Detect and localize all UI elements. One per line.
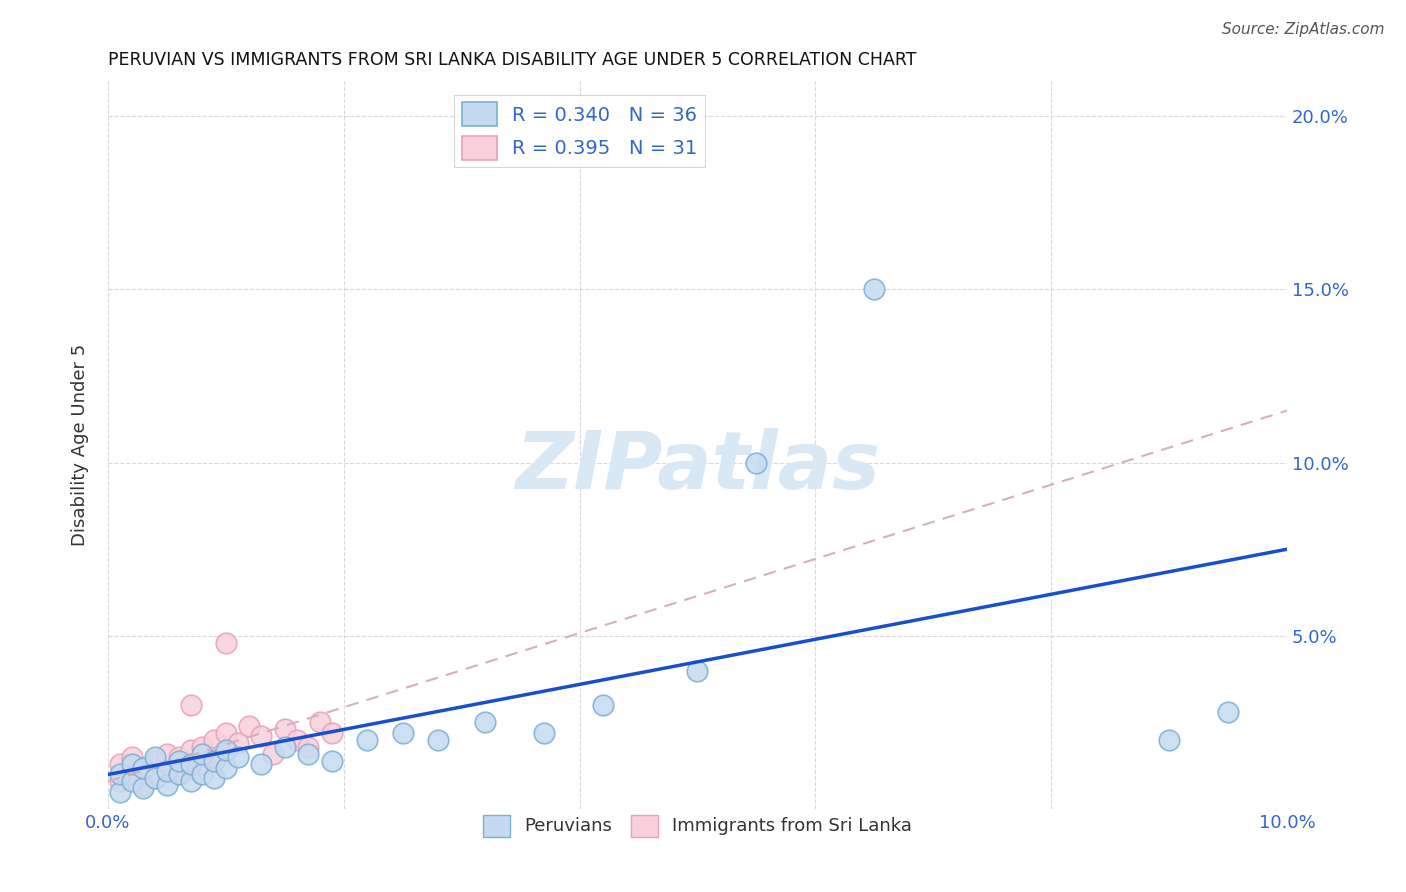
Point [274, 723, 297, 737]
Point [533, 726, 555, 740]
Point [1216, 705, 1239, 719]
Point [132, 781, 155, 796]
Point [121, 750, 143, 764]
Point [427, 732, 450, 747]
Point [202, 754, 225, 768]
Point [108, 774, 131, 789]
Point [202, 771, 225, 785]
Legend: Peruvians, Immigrants from Sri Lanka: Peruvians, Immigrants from Sri Lanka [475, 807, 920, 844]
Point [121, 757, 143, 772]
Point [156, 764, 179, 778]
Point [238, 719, 260, 733]
Point [285, 732, 308, 747]
Point [745, 456, 768, 470]
Point [250, 757, 273, 772]
Point [1157, 732, 1180, 747]
Point [167, 767, 190, 781]
Y-axis label: Disability Age Under 5: Disability Age Under 5 [72, 344, 89, 547]
Point [191, 767, 214, 781]
Point [202, 732, 225, 747]
Point [297, 739, 319, 754]
Point [215, 743, 238, 757]
Point [180, 774, 202, 789]
Point [226, 736, 249, 750]
Point [143, 750, 166, 764]
Point [215, 636, 238, 650]
Point [180, 698, 202, 713]
Point [686, 664, 709, 678]
Point [132, 778, 155, 792]
Point [863, 282, 886, 296]
Point [215, 760, 238, 774]
Point [215, 743, 238, 757]
Point [309, 715, 332, 730]
Point [156, 778, 179, 792]
Point [132, 760, 155, 774]
Point [391, 726, 413, 740]
Point [108, 785, 131, 799]
Point [143, 771, 166, 785]
Point [191, 747, 214, 761]
Point [156, 764, 179, 778]
Point [180, 743, 202, 757]
Point [191, 757, 214, 772]
Point [191, 739, 214, 754]
Point [202, 750, 225, 764]
Point [156, 747, 179, 761]
Point [321, 726, 343, 740]
Point [226, 750, 249, 764]
Point [121, 767, 143, 781]
Point [474, 715, 496, 730]
Point [262, 747, 284, 761]
Point [108, 757, 131, 772]
Point [250, 730, 273, 744]
Point [167, 750, 190, 764]
Point [180, 760, 202, 774]
Point [167, 767, 190, 781]
Point [215, 726, 238, 740]
Point [321, 754, 343, 768]
Point [143, 754, 166, 768]
Point [274, 739, 297, 754]
Point [180, 757, 202, 772]
Point [143, 771, 166, 785]
Point [297, 747, 319, 761]
Text: PERUVIAN VS IMMIGRANTS FROM SRI LANKA DISABILITY AGE UNDER 5 CORRELATION CHART: PERUVIAN VS IMMIGRANTS FROM SRI LANKA DI… [108, 51, 917, 69]
Point [108, 767, 131, 781]
Point [356, 732, 378, 747]
Point [167, 754, 190, 768]
Point [592, 698, 614, 713]
Text: Source: ZipAtlas.com: Source: ZipAtlas.com [1222, 22, 1385, 37]
Text: ZIPatlas: ZIPatlas [515, 428, 880, 506]
Point [132, 760, 155, 774]
Point [121, 774, 143, 789]
